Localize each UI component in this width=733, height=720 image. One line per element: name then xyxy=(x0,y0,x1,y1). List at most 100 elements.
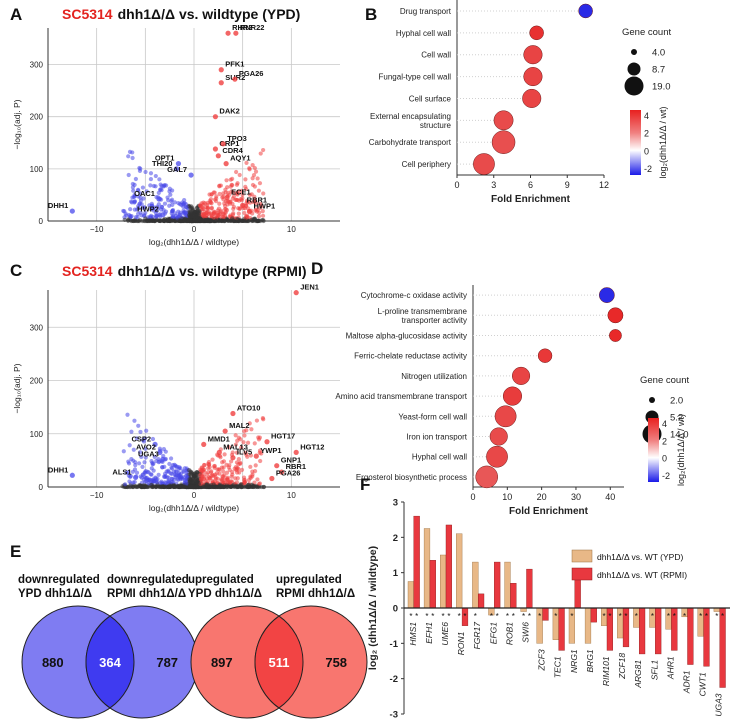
labeled-gene-point xyxy=(133,474,139,481)
gene-point xyxy=(125,412,130,417)
color-bar-tick: 2 xyxy=(662,436,667,446)
x-tick-label: 10 xyxy=(287,491,296,500)
gene-point xyxy=(249,482,255,487)
gene-point xyxy=(221,469,226,474)
significance-star: * xyxy=(624,612,627,621)
panel-letter: C xyxy=(10,261,22,280)
bar-ypd xyxy=(440,554,447,609)
gene-point xyxy=(224,462,229,467)
enrichment-dot xyxy=(512,366,531,385)
gene-point xyxy=(247,167,252,172)
gene-point xyxy=(126,172,131,178)
gene-point xyxy=(251,199,256,205)
gene-point xyxy=(255,176,260,181)
gene-point xyxy=(236,211,241,216)
y-tick-label: 1 xyxy=(393,568,399,579)
gene-category-label: UME6 xyxy=(440,622,450,646)
gene-point xyxy=(157,177,162,182)
gene-point xyxy=(149,466,154,471)
gene-point xyxy=(244,428,249,433)
gene-point xyxy=(222,210,227,215)
category-label: Nitrogen utilization xyxy=(401,372,467,381)
gene-point xyxy=(239,188,244,193)
labeled-gene-point xyxy=(69,472,75,478)
gene-point xyxy=(159,183,164,189)
bar-rpmi xyxy=(477,593,485,609)
gene-point xyxy=(170,209,175,214)
gene-point xyxy=(130,181,135,187)
gene-point xyxy=(229,459,234,464)
gene-point xyxy=(138,450,143,455)
venn-label-line1: upregulated xyxy=(188,574,254,586)
gene-point xyxy=(223,187,228,192)
gene-point xyxy=(239,467,245,472)
gene-point xyxy=(143,455,148,460)
significance-star: * xyxy=(721,612,724,621)
category-label: Ferric-chelate reductase activity xyxy=(354,352,467,361)
gene-label: ALS1 xyxy=(112,467,131,476)
gene-label: YWP1 xyxy=(260,446,281,455)
gene-point xyxy=(254,418,260,423)
gene-point xyxy=(255,477,260,482)
gene-point xyxy=(257,450,262,455)
gene-point xyxy=(190,476,196,482)
gene-point xyxy=(123,482,128,487)
gene-point xyxy=(221,197,226,202)
category-label: L-proline transmembrane transporter activ… xyxy=(378,307,468,325)
x-tick-label: 30 xyxy=(571,492,581,502)
venn-label-line2: RPMI dhh1Δ/Δ xyxy=(276,588,355,600)
gene-point xyxy=(209,205,214,210)
labeled-gene-point xyxy=(201,441,207,448)
enrichment-dot xyxy=(529,25,544,41)
enrichment-dot xyxy=(598,287,615,303)
gene-point xyxy=(167,189,172,194)
gene-point xyxy=(136,204,141,209)
color-bar-tick: 0 xyxy=(644,146,649,156)
labeled-gene-point xyxy=(246,209,253,215)
labeled-gene-point xyxy=(240,202,246,208)
gene-point xyxy=(208,475,213,481)
size-legend-title: Gene count xyxy=(640,375,689,386)
gene-point xyxy=(229,474,234,479)
gene-point xyxy=(194,469,199,475)
gene-category-label: RON1 xyxy=(456,631,466,655)
gene-point xyxy=(177,465,182,470)
x-tick-label: 20 xyxy=(537,492,547,502)
gene-point xyxy=(198,473,203,478)
gene-point xyxy=(128,207,133,212)
gene-point xyxy=(252,469,258,474)
gene-point xyxy=(222,452,227,457)
labeled-gene-point xyxy=(218,80,224,86)
gene-point xyxy=(138,198,144,203)
gene-point xyxy=(159,204,164,210)
gene-point xyxy=(153,173,158,179)
title-rest: dhh1Δ/Δ vs. wildtype (RPMI) xyxy=(118,263,307,279)
gene-point xyxy=(261,147,266,153)
labeled-gene-point xyxy=(156,196,162,202)
gene-point xyxy=(206,459,212,465)
gene-point xyxy=(163,449,168,454)
enrichment-dot xyxy=(522,88,542,108)
enrichment-dot xyxy=(486,445,508,468)
bar-rpmi xyxy=(494,561,501,609)
gene-point xyxy=(142,460,147,465)
bar-rpmi xyxy=(558,607,565,651)
gene-point xyxy=(247,192,253,197)
gene-category-label: RIM101 xyxy=(601,656,611,686)
legend-label-ypd: dhh1Δ/Δ vs. WT (YPD) xyxy=(597,552,683,562)
gene-point xyxy=(226,444,231,450)
gene-point xyxy=(183,210,188,216)
gene-point xyxy=(256,218,261,223)
gene-label: ATO10 xyxy=(237,404,260,413)
gene-point xyxy=(236,484,241,489)
venn-label-line2: RPMI dhh1Δ/Δ xyxy=(107,588,186,600)
gene-point xyxy=(188,213,193,219)
size-legend-dot xyxy=(624,76,644,96)
gene-point xyxy=(182,484,187,489)
gene-point xyxy=(148,472,153,477)
panel-title: SC5314 dhh1Δ/Δ vs. wildtype (RPMI) xyxy=(62,263,307,279)
gene-point xyxy=(138,429,143,435)
gene-point xyxy=(214,196,219,201)
gene-point xyxy=(182,216,188,221)
gene-point xyxy=(134,436,139,441)
